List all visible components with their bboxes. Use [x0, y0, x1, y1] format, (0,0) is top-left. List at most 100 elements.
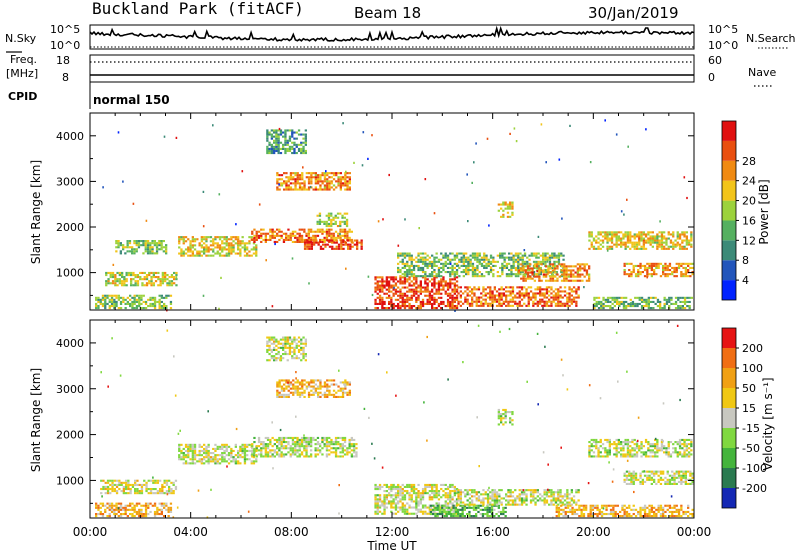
heatmap-cell — [526, 267, 530, 270]
heatmap-cell — [503, 264, 506, 267]
heatmap-cell — [289, 387, 293, 390]
heatmap-cell — [613, 296, 616, 299]
heatmap-cell — [298, 453, 301, 456]
heatmap-cell — [408, 278, 411, 281]
heatmap-cell — [207, 248, 210, 251]
heatmap-cell — [241, 449, 244, 452]
heatmap-cell — [635, 245, 639, 248]
heatmap-cell — [599, 233, 602, 236]
heatmap-cell — [500, 302, 503, 305]
heatmap-cell — [542, 273, 545, 276]
heatmap-cell — [583, 267, 586, 270]
heatmap-cell — [302, 145, 305, 148]
heatmap-cell — [278, 436, 281, 439]
heatmap-cell — [153, 515, 157, 518]
heatmap-cell — [155, 252, 159, 255]
heatmap-cell — [428, 273, 431, 276]
heatmap-cell — [128, 240, 132, 243]
heatmap-cell — [509, 132, 511, 135]
heatmap-cell — [328, 453, 331, 456]
heatmap-cell — [285, 393, 288, 396]
heatmap-cell — [243, 254, 247, 257]
heatmap-cell — [446, 266, 450, 269]
heatmap-cell — [182, 254, 185, 257]
heatmap-cell — [646, 269, 649, 272]
heatmap-cell — [129, 502, 132, 505]
heatmap-cell — [140, 483, 144, 486]
heatmap-cell — [147, 502, 150, 505]
heatmap-cell — [397, 502, 400, 505]
heatmap-cell — [434, 506, 437, 509]
heatmap-cell — [305, 451, 308, 454]
heatmap-cell — [307, 232, 310, 235]
heatmap-cell — [305, 176, 308, 179]
heatmap-cell — [293, 353, 296, 356]
heatmap-cell — [563, 273, 566, 276]
heatmap-cell — [125, 479, 128, 482]
heatmap-cell — [568, 300, 571, 303]
heatmap-cell — [401, 296, 404, 299]
heatmap-cell — [266, 359, 269, 362]
heatmap-cell — [334, 214, 337, 217]
heatmap-cell — [397, 485, 400, 488]
heatmap-cell — [333, 247, 336, 250]
heatmap-cell — [275, 129, 278, 132]
heatmap-cell — [477, 304, 481, 307]
heatmap-cell — [435, 276, 438, 279]
heatmap-cell — [483, 264, 486, 267]
heatmap-cell — [301, 178, 304, 181]
heatmap-cell — [412, 500, 416, 503]
heatmap-cell — [508, 275, 511, 278]
heatmap-cell — [508, 256, 511, 259]
heatmap-cell — [291, 342, 294, 345]
heatmap-cell — [527, 294, 530, 297]
heatmap-cell — [426, 262, 429, 265]
heatmap-cell — [110, 504, 114, 507]
heatmap-cell — [273, 348, 276, 351]
heatmap-cell — [148, 271, 151, 274]
heatmap-cell — [343, 445, 347, 448]
heatmap-cell — [444, 305, 447, 308]
heatmap-cell — [536, 273, 539, 276]
heatmap-cell — [230, 236, 233, 239]
power-panel-frame — [89, 112, 695, 311]
heatmap-cell — [140, 485, 144, 488]
heatmap-cell — [346, 391, 349, 394]
heatmap-cell — [419, 286, 422, 289]
heatmap-cell — [626, 233, 630, 236]
heatmap-cell — [122, 508, 125, 511]
heatmap-cell — [156, 490, 159, 493]
heatmap-cell — [328, 180, 331, 183]
heatmap-cell — [476, 252, 479, 255]
heatmap-cell — [478, 271, 481, 274]
heatmap-cell — [285, 385, 288, 388]
heatmap-cell — [296, 389, 299, 392]
heatmap-cell — [251, 232, 254, 235]
heatmap-cell — [658, 241, 661, 244]
heatmap-cell — [445, 506, 448, 509]
heatmap-cell — [300, 441, 304, 444]
heatmap-cell — [264, 240, 267, 243]
heatmap-cell — [303, 447, 306, 450]
heatmap-cell — [672, 245, 675, 248]
heatmap-cell — [282, 455, 286, 458]
heatmap-cell — [541, 294, 544, 297]
heatmap-cell — [499, 275, 502, 278]
heatmap-cell — [302, 133, 305, 136]
heatmap-cell — [326, 385, 329, 388]
heatmap-cell — [679, 300, 682, 303]
heatmap-cell — [433, 264, 436, 267]
heatmap-cell — [538, 279, 541, 282]
heatmap-cell — [640, 233, 643, 236]
heatmap-cell — [410, 288, 413, 291]
heatmap-cell — [374, 286, 377, 289]
heatmap-cell — [207, 445, 210, 448]
heatmap-cell — [216, 236, 219, 239]
heatmap-cell — [431, 298, 434, 301]
heatmap-cell — [279, 131, 283, 134]
heatmap-cell — [574, 265, 577, 268]
heatmap-cell — [624, 233, 627, 236]
heatmap-cell — [237, 238, 240, 241]
heatmap-cell — [189, 443, 192, 446]
heatmap-cell — [424, 302, 427, 305]
